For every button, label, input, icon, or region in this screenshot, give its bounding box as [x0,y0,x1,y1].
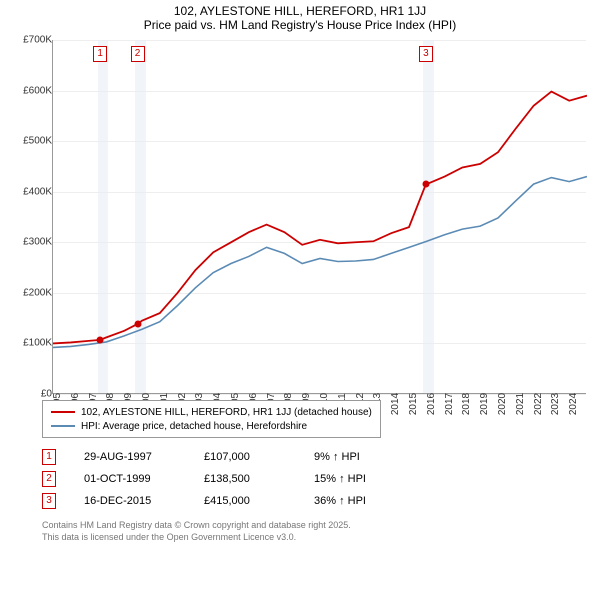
chart-wrap: 1 2 3 £0 £100K £200K £300K £400K £500K £600K £700… [10,36,590,416]
x-axis-label: 2023 [550,393,561,415]
x-axis-label: 2020 [497,393,508,415]
legend: 102, AYLESTONE HILL, HEREFORD, HR1 1JJ (… [42,400,381,438]
sale-marker-dot [97,336,104,343]
x-axis-label: 2019 [479,393,490,415]
sale-index-box: 1 [42,449,56,465]
y-axis-label: £400K [23,186,52,197]
footer-attribution: Contains HM Land Registry data © Crown c… [42,520,351,543]
legend-label: HPI: Average price, detached house, Here… [81,421,307,432]
sale-marker-box: 1 [93,46,107,62]
chart-container: 102, AYLESTONE HILL, HEREFORD, HR1 1JJ P… [0,0,600,590]
sale-marker-box: 3 [419,46,433,62]
x-axis-label: 2014 [390,393,401,415]
series-line [53,177,587,348]
legend-swatch [51,411,75,413]
x-axis-label: 2024 [568,393,579,415]
line-chart-svg [53,40,587,394]
sale-date: 01-OCT-1999 [84,473,204,485]
y-axis-label: £500K [23,136,52,147]
x-axis-label: 2017 [444,393,455,415]
sale-marker-dot [422,181,429,188]
y-axis-label: £600K [23,85,52,96]
sale-price: £415,000 [204,495,314,507]
footer-line-2: This data is licensed under the Open Gov… [42,532,351,544]
x-axis-label: 2016 [426,393,437,415]
legend-item: HPI: Average price, detached house, Here… [51,419,372,433]
series-line [53,92,587,344]
x-axis-label: 2015 [408,393,419,415]
sale-row: 1 29-AUG-1997£107,0009% ↑ HPI [42,446,414,468]
sale-date: 16-DEC-2015 [84,495,204,507]
sale-vs-hpi: 15% ↑ HPI [314,473,414,485]
y-axis-label: £0 [41,389,52,400]
y-axis-label: £300K [23,237,52,248]
sale-price: £138,500 [204,473,314,485]
chart-subtitle: Price paid vs. HM Land Registry's House … [0,18,600,36]
plot-area: 1 2 3 [52,40,586,394]
sale-marker-box: 2 [131,46,145,62]
x-axis-label: 2018 [461,393,472,415]
sale-vs-hpi: 9% ↑ HPI [314,451,414,463]
y-axis-label: £700K [23,35,52,46]
sale-index-box: 3 [42,493,56,509]
sale-row: 3 16-DEC-2015£415,00036% ↑ HPI [42,490,414,512]
legend-label: 102, AYLESTONE HILL, HEREFORD, HR1 1JJ (… [81,407,372,418]
sales-table: 1 29-AUG-1997£107,0009% ↑ HPI 2 01-OCT-1999… [42,446,414,512]
x-axis-label: 2021 [515,393,526,415]
sale-price: £107,000 [204,451,314,463]
y-axis-label: £100K [23,338,52,349]
legend-item: 102, AYLESTONE HILL, HEREFORD, HR1 1JJ (… [51,405,372,419]
sale-vs-hpi: 36% ↑ HPI [314,495,414,507]
legend-swatch [51,425,75,427]
chart-title: 102, AYLESTONE HILL, HEREFORD, HR1 1JJ [0,0,600,18]
sale-date: 29-AUG-1997 [84,451,204,463]
sale-row: 2 01-OCT-1999£138,50015% ↑ HPI [42,468,414,490]
x-axis-label: 2022 [533,393,544,415]
y-axis-label: £200K [23,287,52,298]
footer-line-1: Contains HM Land Registry data © Crown c… [42,520,351,532]
sale-index-box: 2 [42,471,56,487]
sale-marker-dot [134,320,141,327]
